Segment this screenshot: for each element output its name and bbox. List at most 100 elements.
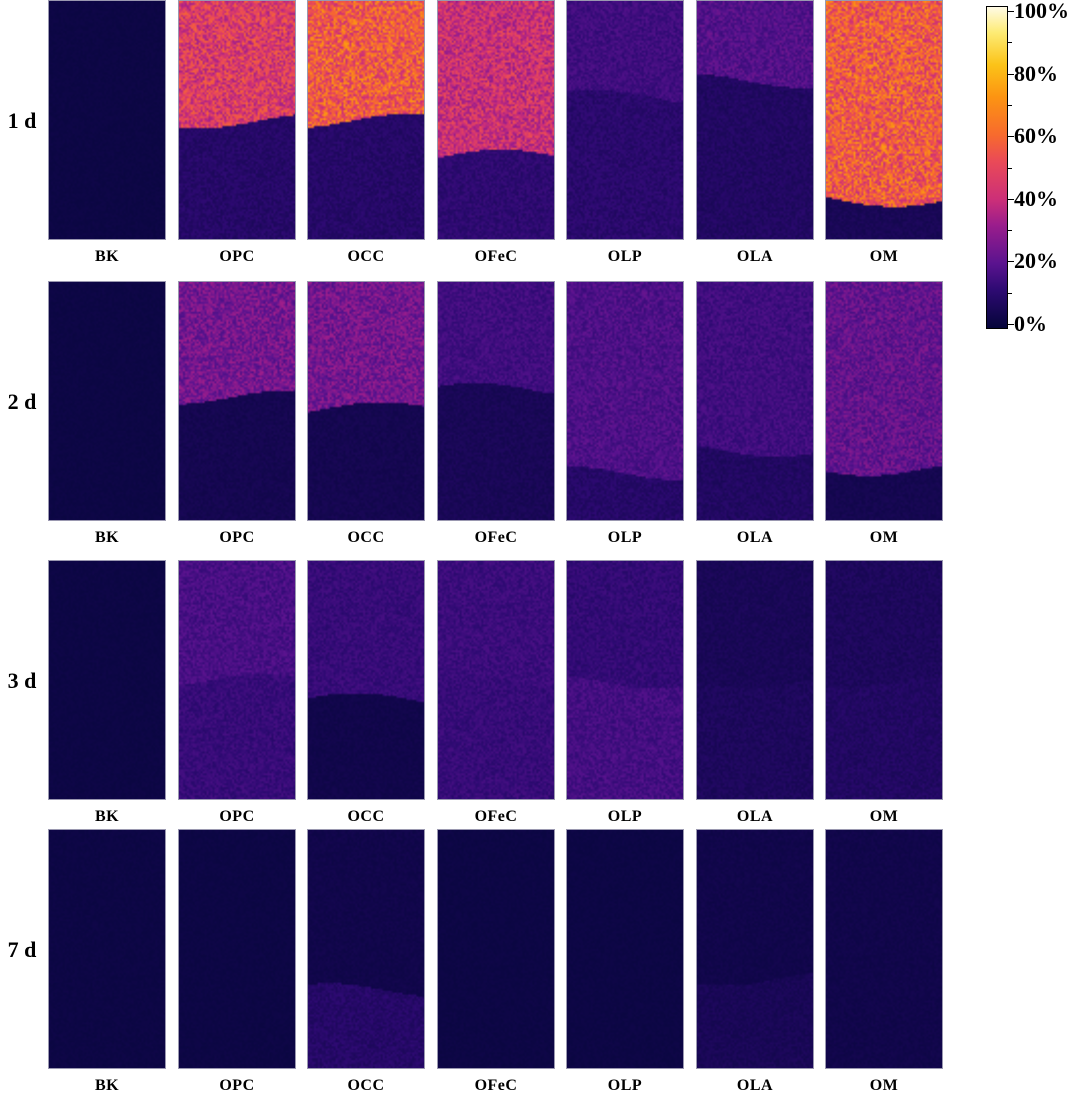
heatmap-panel — [48, 281, 166, 521]
heatmap-cells — [179, 1, 295, 239]
heatmap-panel — [825, 281, 943, 521]
heatmap-panel — [696, 281, 814, 521]
column-label: BK — [94, 248, 120, 265]
colorbar-minor-tick — [1008, 230, 1012, 232]
column-label: OLP — [607, 529, 643, 546]
colorbar-tick-label: 40% — [1014, 185, 1058, 211]
column-label: OM — [869, 808, 899, 825]
column-label: OCC — [347, 1077, 385, 1094]
column-label: OLA — [736, 808, 774, 825]
row-label: 7 d — [7, 937, 37, 962]
colorbar-tick-label: 100% — [1014, 0, 1069, 23]
column-label: BK — [94, 1077, 120, 1094]
heatmap-panel — [566, 560, 684, 800]
heatmap-panel — [437, 281, 555, 521]
colorbar-tick — [1008, 136, 1014, 138]
heatmap-cells — [308, 282, 424, 520]
colorbar-tick-label: 80% — [1014, 60, 1058, 86]
heatmap-cells — [697, 282, 813, 520]
colorbar-tick — [1008, 198, 1014, 200]
column-label: OCC — [347, 248, 385, 265]
column-label: OPC — [219, 1077, 255, 1094]
heatmap-panel — [696, 829, 814, 1069]
heatmap-cells — [438, 1, 554, 239]
heatmap-panel — [437, 560, 555, 800]
heatmap-panel — [437, 829, 555, 1069]
heatmap-cells — [826, 1, 942, 239]
heatmap-cells — [567, 561, 683, 799]
row-label: 3 d — [7, 668, 37, 693]
column-label: OCC — [347, 529, 385, 546]
heatmap-panel — [178, 0, 296, 240]
heatmap-panel — [178, 560, 296, 800]
heatmap-cells — [438, 282, 554, 520]
heatmap-panel — [566, 829, 684, 1069]
colorbar-tick — [1008, 324, 1014, 325]
heatmap-panel — [437, 0, 555, 240]
heatmap-cells — [826, 830, 942, 1068]
column-label: OFeC — [474, 1077, 518, 1094]
row-label: 1 d — [7, 108, 37, 133]
column-label: OPC — [219, 529, 255, 546]
column-label: OPC — [219, 808, 255, 825]
column-label: OM — [869, 248, 899, 265]
column-label: OLP — [607, 248, 643, 265]
heatmap-panel — [307, 281, 425, 521]
colorbar — [986, 6, 1008, 329]
heatmap-cells — [826, 561, 942, 799]
column-label: OPC — [219, 248, 255, 265]
colorbar-tick — [1008, 11, 1014, 12]
heatmap-panel — [307, 0, 425, 240]
heatmap-panel — [696, 560, 814, 800]
colorbar-minor-tick — [1008, 104, 1012, 106]
column-label: OM — [869, 1077, 899, 1094]
column-label: OLA — [736, 1077, 774, 1094]
heatmap-cells — [179, 561, 295, 799]
heatmap-panel — [178, 829, 296, 1069]
heatmap-cells — [179, 282, 295, 520]
heatmap-panel — [48, 0, 166, 240]
column-label: BK — [94, 529, 120, 546]
heatmap-cells — [826, 282, 942, 520]
heatmap-cells — [49, 830, 165, 1068]
column-label: OCC — [347, 808, 385, 825]
column-label: OLA — [736, 529, 774, 546]
colorbar-tick-label: 60% — [1014, 123, 1058, 149]
heatmap-panel — [825, 829, 943, 1069]
heatmap-cells — [49, 561, 165, 799]
column-label: OFeC — [474, 808, 518, 825]
heatmap-cells — [697, 1, 813, 239]
column-label: OLA — [736, 248, 774, 265]
heatmap-cells — [567, 1, 683, 239]
heatmap-cells — [49, 1, 165, 239]
heatmap-panel — [825, 560, 943, 800]
heatmap-panel — [566, 281, 684, 521]
heatmap-cells — [567, 282, 683, 520]
colorbar-tick — [1008, 261, 1014, 263]
colorbar-minor-tick — [1008, 167, 1012, 169]
column-label: OLP — [607, 1077, 643, 1094]
column-label: OM — [869, 529, 899, 546]
heatmap-cells — [49, 282, 165, 520]
heatmap-panel — [48, 560, 166, 800]
heatmap-cells — [308, 1, 424, 239]
heatmap-cells — [567, 830, 683, 1068]
heatmap-panel — [696, 0, 814, 240]
heatmap-panel — [307, 829, 425, 1069]
heatmap-panel — [825, 0, 943, 240]
heatmap-cells — [438, 561, 554, 799]
colorbar-tick-label: 0% — [1014, 311, 1047, 336]
heatmap-panel — [307, 560, 425, 800]
colorbar-minor-tick — [1008, 42, 1012, 44]
heatmap-panel — [48, 829, 166, 1069]
column-label: OLP — [607, 808, 643, 825]
heatmap-cells — [308, 561, 424, 799]
colorbar-tick — [1008, 73, 1014, 75]
row-label: 2 d — [7, 389, 37, 414]
column-label: OFeC — [474, 248, 518, 265]
heatmap-cells — [179, 830, 295, 1068]
colorbar-minor-tick — [1008, 292, 1012, 294]
column-label: OFeC — [474, 529, 518, 546]
heatmap-cells — [308, 830, 424, 1068]
